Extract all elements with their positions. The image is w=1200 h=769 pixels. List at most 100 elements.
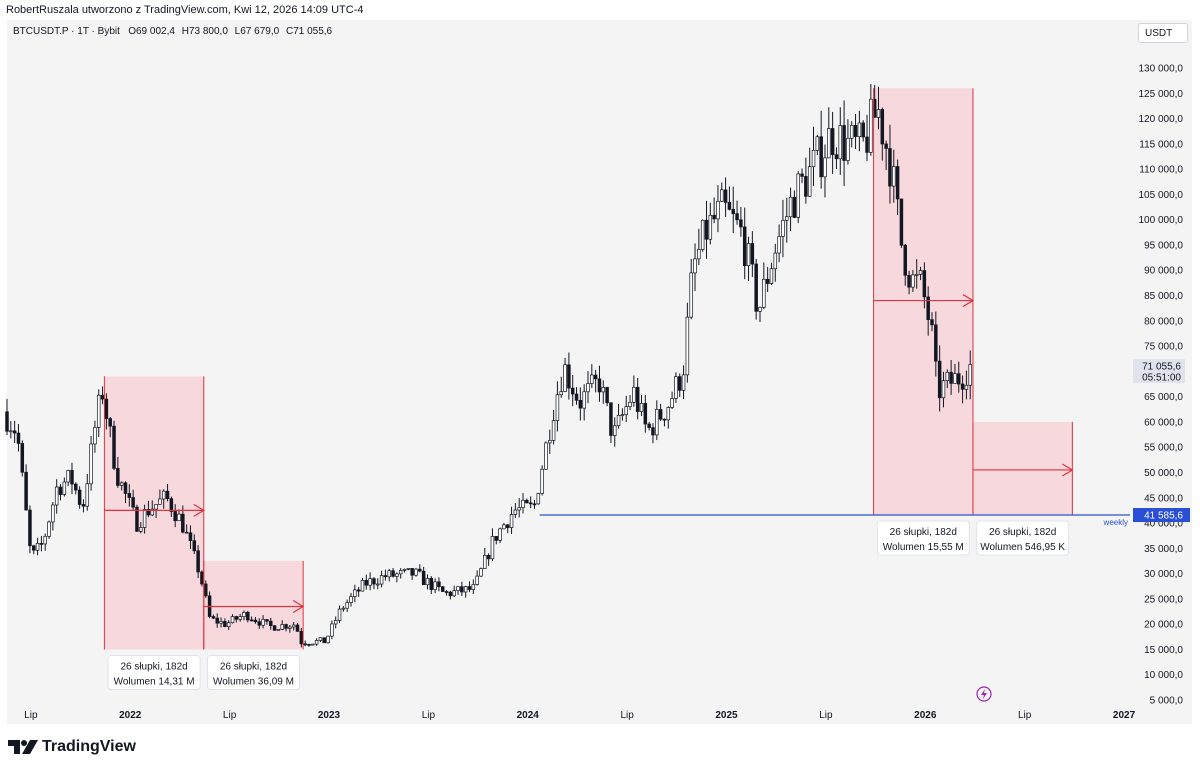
candle-body	[414, 568, 418, 576]
candle-body	[601, 387, 606, 393]
candle-body	[639, 403, 644, 412]
x-tick-label: 2027	[1113, 710, 1136, 721]
x-tick-label: Lip	[1018, 710, 1032, 721]
y-tick-label: 20 000,0	[1144, 620, 1183, 631]
zone-2-label-volume: Wolumen 36,09 M	[213, 676, 294, 687]
candle-body	[838, 125, 843, 160]
candle-body	[907, 274, 911, 288]
candle-body	[299, 631, 304, 645]
candle-body	[230, 616, 235, 624]
candle-body	[165, 490, 170, 499]
candle-body	[479, 568, 483, 577]
candle-body	[964, 384, 969, 390]
candle-body	[777, 236, 781, 254]
candle-body	[670, 398, 674, 408]
zone-2-label-box	[206, 654, 300, 690]
currency-selector[interactable]: USDT	[1138, 23, 1188, 43]
candle-body	[360, 580, 365, 592]
y-tick-label: 15 000,0	[1144, 645, 1183, 656]
y-tick-label: 95 000,0	[1144, 240, 1183, 251]
y-tick-label: 40 000,0	[1144, 519, 1183, 530]
candle-body	[467, 586, 472, 590]
candle-body	[410, 568, 414, 576]
candle-body	[158, 498, 162, 505]
candle-body	[5, 411, 9, 432]
tradingview-logo[interactable]: TradingView	[8, 738, 136, 756]
y-tick-label: 65 000,0	[1144, 392, 1183, 403]
candle-body	[96, 394, 101, 428]
candle-body	[28, 509, 32, 547]
y-tick-label: 110 000,0	[1139, 165, 1183, 176]
candle-body	[892, 166, 896, 187]
candle-body	[402, 568, 407, 571]
candle-body	[154, 504, 158, 510]
candle-body	[937, 360, 942, 399]
candle-body	[536, 493, 541, 505]
candle-body	[861, 122, 865, 138]
candle-body	[597, 378, 602, 393]
y-tick-label: 55 000,0	[1144, 443, 1183, 454]
candle-body	[548, 440, 552, 444]
candle-body	[284, 624, 288, 629]
candle-body	[395, 573, 399, 577]
zone-1-label-box	[107, 654, 201, 690]
candle-body	[674, 376, 678, 399]
candle-body	[116, 468, 120, 486]
candle-body	[295, 624, 300, 632]
candle-body	[819, 136, 823, 178]
candle-body	[551, 420, 556, 441]
candle-body	[139, 527, 143, 532]
measure-zones	[104, 88, 1073, 650]
y-tick-label: 35 000,0	[1144, 544, 1183, 555]
candle-body	[429, 577, 434, 590]
candle-body	[123, 482, 128, 494]
candle-body	[498, 528, 502, 541]
candle-body	[456, 586, 460, 591]
candle-body	[570, 387, 575, 395]
candle-body	[513, 509, 518, 515]
zone-4-label-box	[976, 520, 1070, 556]
candle-body	[853, 125, 858, 138]
y-axis: 5 000,0 10 000,0 15 000,0 20 000,0 25 000,0 3…	[1133, 64, 1190, 707]
y-tick-label: 5 000,0	[1150, 696, 1184, 707]
candle-body	[333, 620, 338, 625]
candle-body	[161, 490, 166, 500]
candle-body	[135, 506, 139, 532]
candle-body	[616, 414, 621, 427]
zone-2-fill	[203, 560, 304, 650]
candle-body	[689, 272, 693, 318]
x-tick-label: Lip	[24, 710, 38, 721]
candle-body	[605, 387, 609, 404]
support-price-label: 41 585,6	[1144, 511, 1183, 522]
candle-body	[590, 374, 594, 384]
zone-3-label-bars: 26 słupki, 182d	[890, 527, 957, 538]
candle-body	[914, 274, 919, 276]
zone-4-fill	[972, 421, 1073, 516]
candle-body	[437, 581, 441, 588]
symbol-legend[interactable]: BTCUSDT.P · 1T · Bybit O69 002,4 H73 800…	[13, 26, 336, 37]
candle-body	[830, 128, 835, 156]
candle-body	[272, 625, 277, 631]
candle-body	[754, 263, 758, 312]
x-tick-label: Lip	[223, 710, 237, 721]
symbol-name[interactable]: BTCUSDT.P · 1T · Bybit	[13, 26, 120, 37]
candle-body	[712, 214, 716, 220]
candle-body	[70, 470, 74, 485]
candle-body	[211, 616, 216, 619]
zone-1-fill	[104, 376, 204, 650]
candle-body	[349, 596, 353, 603]
zone-1-label-bars: 26 słupki, 182d	[120, 661, 187, 672]
candle-body	[486, 554, 491, 560]
lightning-icon[interactable]	[976, 686, 992, 702]
candle-body	[433, 581, 437, 590]
candle-body	[322, 637, 327, 644]
candle-body	[727, 202, 732, 210]
candle-body	[651, 427, 655, 436]
candle-body	[146, 509, 151, 516]
zone-4-arrowhead	[1062, 463, 1074, 477]
x-tick-label: 2023	[318, 710, 341, 721]
candle-body	[226, 622, 231, 627]
candle-body	[773, 252, 778, 270]
candle-body	[681, 374, 686, 391]
